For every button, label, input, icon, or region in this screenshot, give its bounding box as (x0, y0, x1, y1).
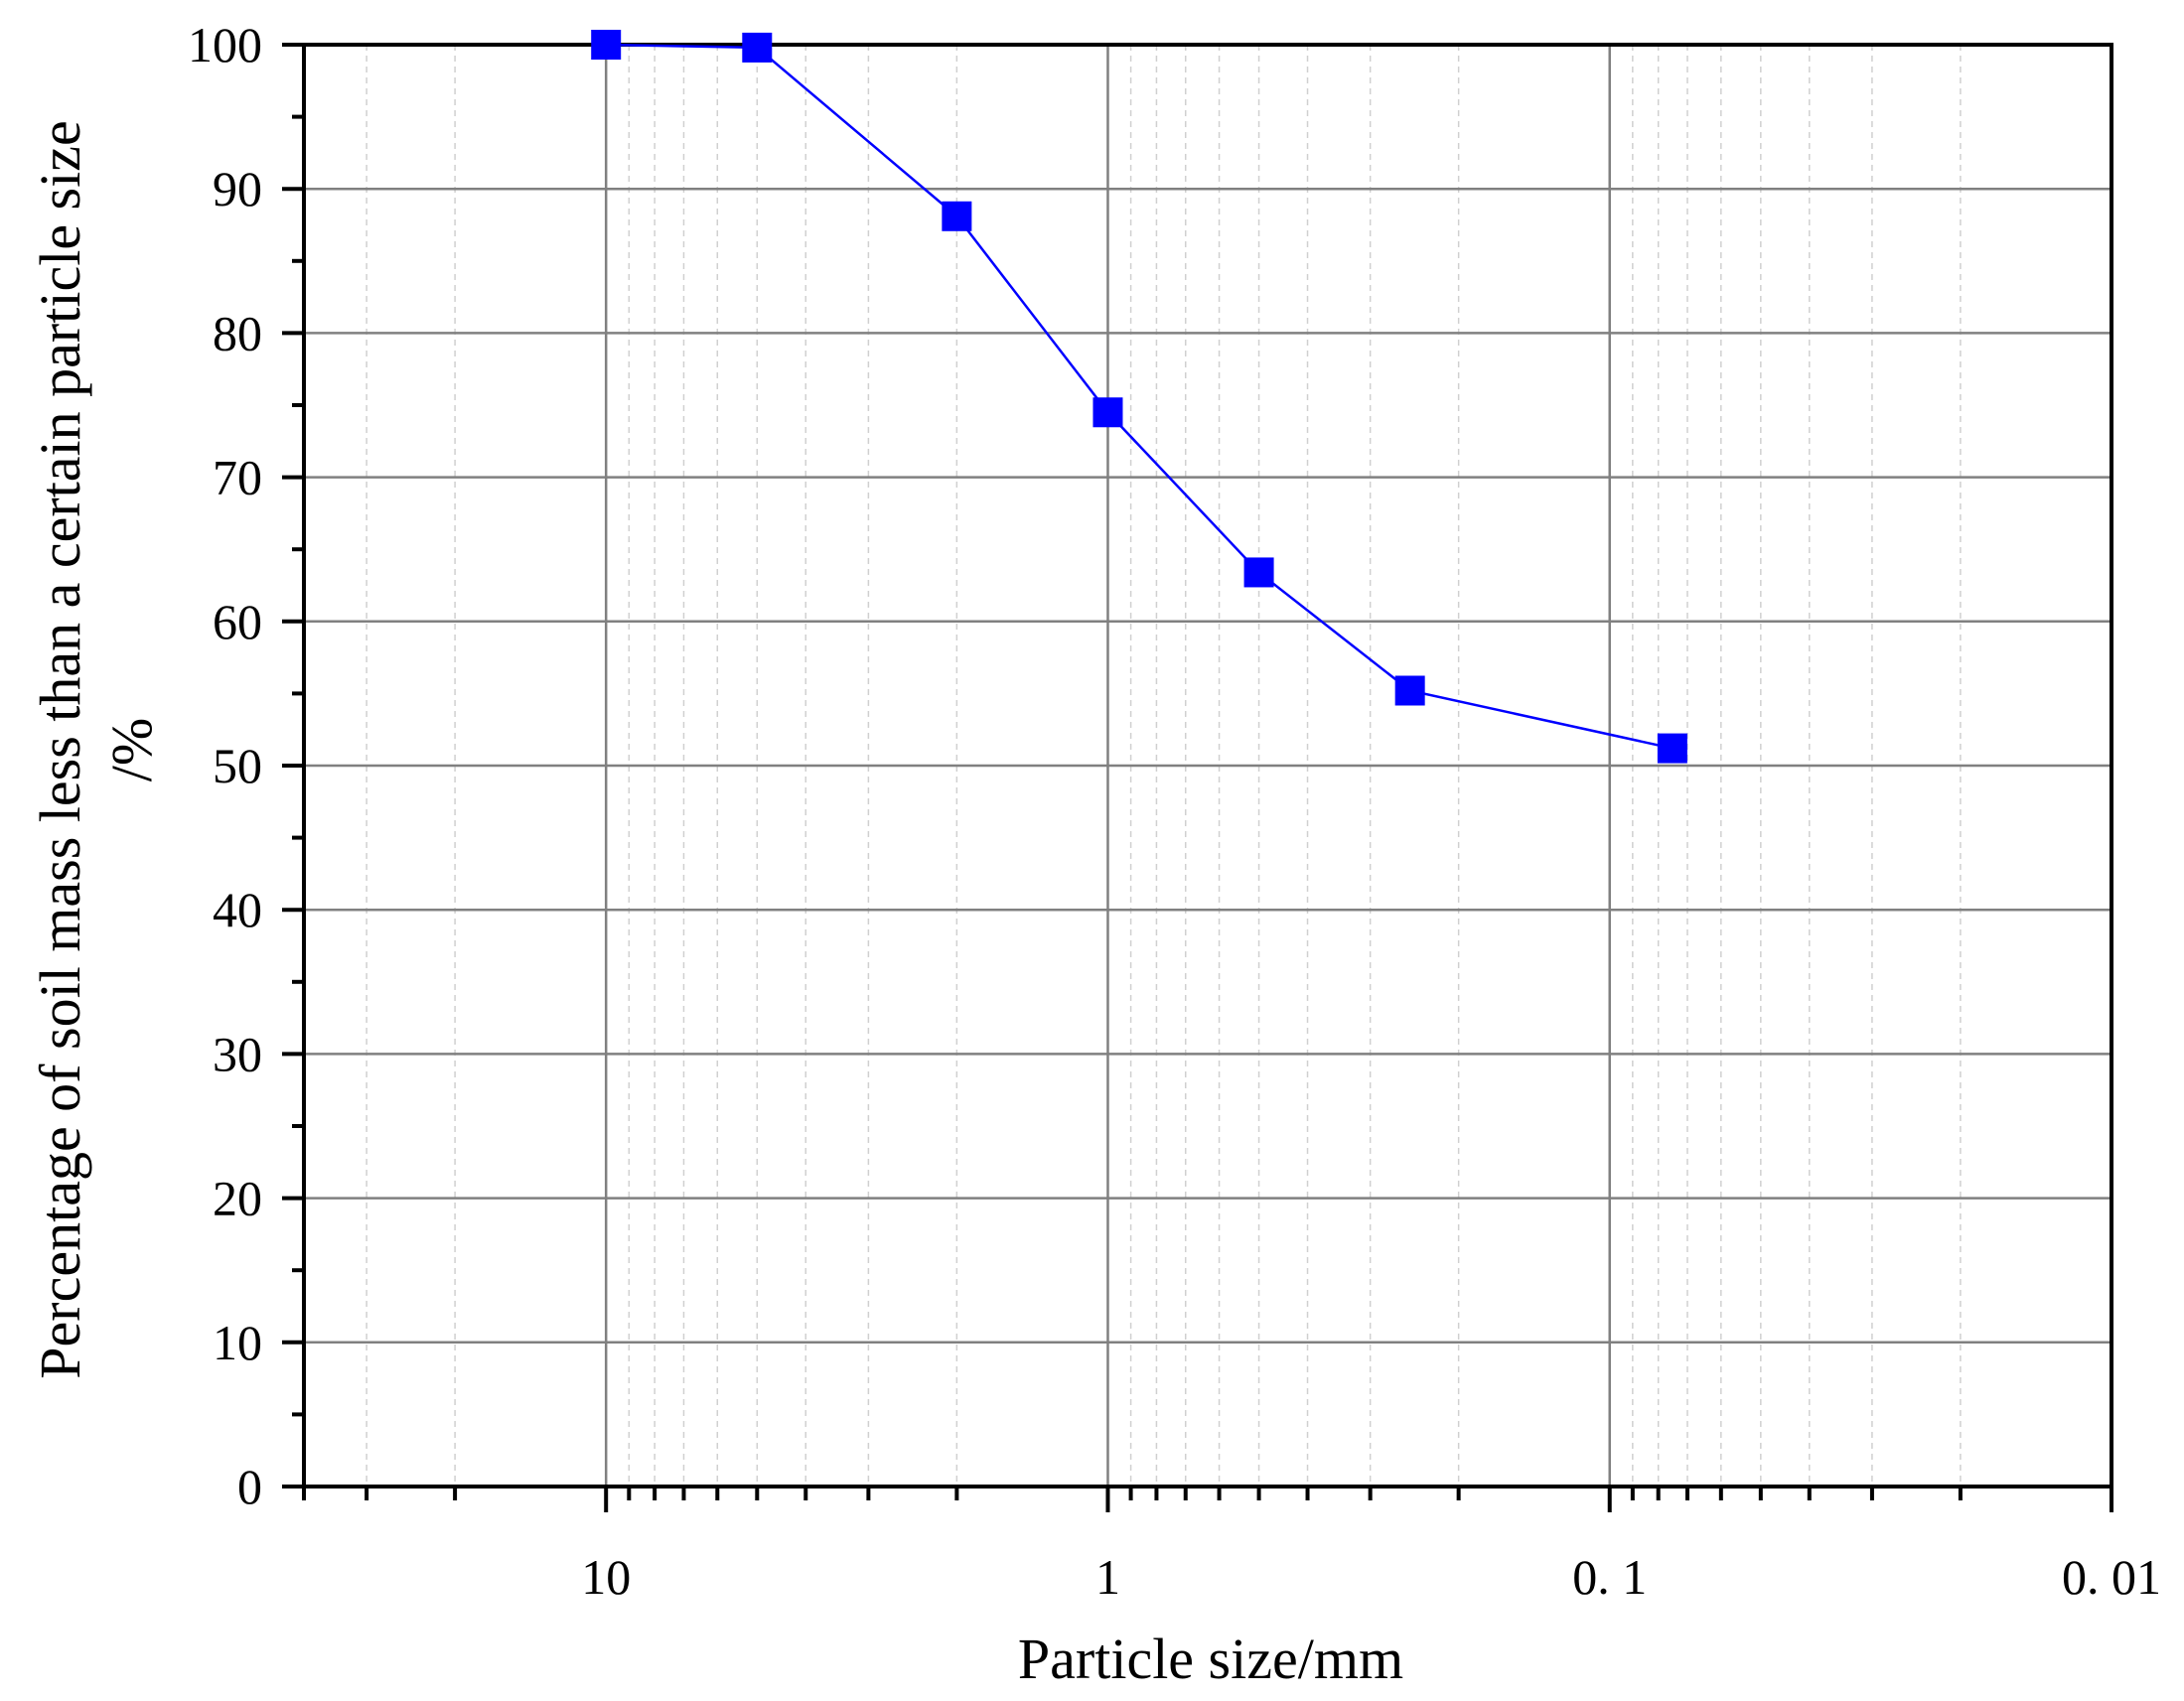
y-tick-label: 50 (213, 738, 262, 793)
x-tick-label: 0. 1 (1572, 1549, 1647, 1605)
x-tick-labels: 10 1 0. 1 0. 01 (581, 1549, 2161, 1605)
x-axis-title: Particle size/mm (1018, 1627, 1403, 1691)
major-grid (304, 45, 2111, 1487)
data-point (1092, 397, 1123, 428)
y-tick-labels: 0 10 20 30 40 50 60 70 80 90 100 (188, 17, 262, 1514)
data-point (1657, 733, 1687, 764)
x-tick-label: 10 (581, 1549, 631, 1605)
series-line (606, 43, 1674, 750)
y-axis-title-line1: Percentage of soil mass less than a cert… (28, 120, 92, 1378)
y-tick-label: 10 (213, 1315, 262, 1370)
data-point (1243, 557, 1274, 588)
axes (282, 43, 2113, 1512)
data-point (942, 201, 972, 231)
x-tick-label: 1 (1095, 1549, 1120, 1605)
y-tick-label: 0 (237, 1459, 262, 1514)
y-tick-label: 30 (213, 1026, 262, 1081)
y-tick-label: 80 (213, 305, 262, 360)
series-layer (591, 30, 1687, 764)
data-point (742, 32, 773, 63)
y-tick-label: 90 (213, 161, 262, 216)
y-tick-label: 70 (213, 450, 262, 505)
y-tick-label: 20 (213, 1171, 262, 1226)
x-tick-label: 0. 01 (2062, 1549, 2161, 1605)
data-point (591, 30, 622, 60)
y-tick-label: 60 (213, 594, 262, 649)
y-tick-label: 100 (188, 17, 262, 72)
y-tick-label: 40 (213, 882, 262, 937)
y-axis-title-line2: /% (99, 718, 164, 781)
data-point (1394, 675, 1425, 706)
y-axis-title: Percentage of soil mass less than a cert… (28, 120, 164, 1378)
